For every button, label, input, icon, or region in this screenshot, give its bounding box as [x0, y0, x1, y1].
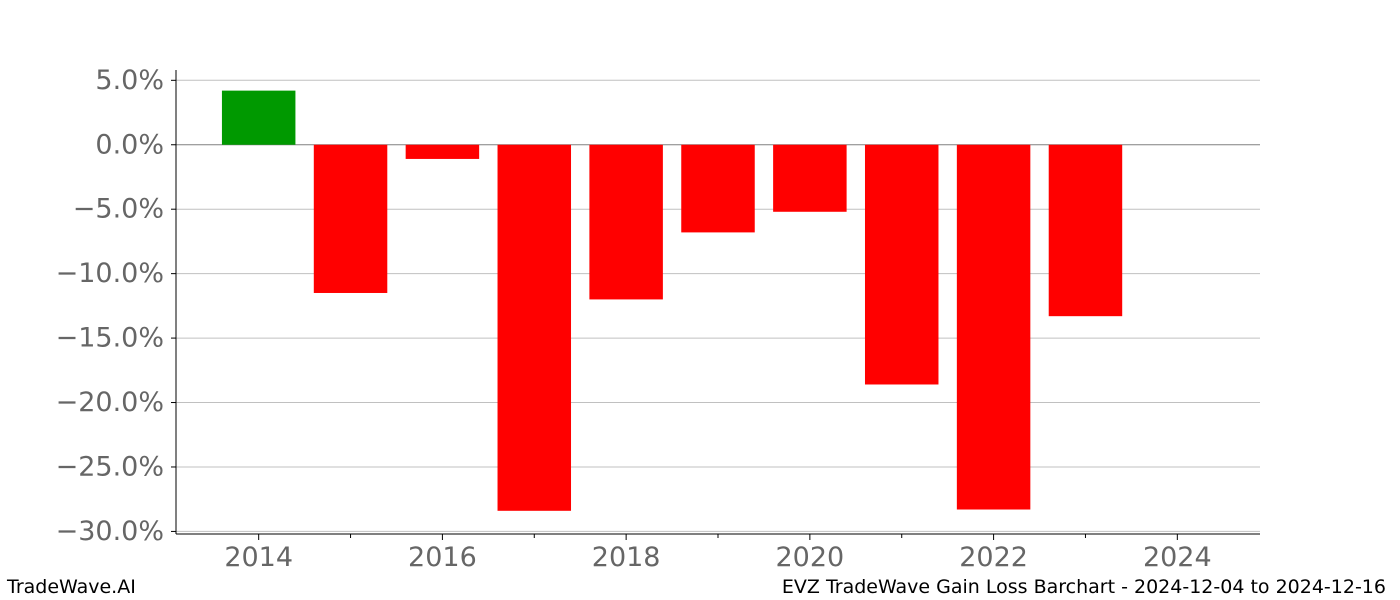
y-tick-label: −30.0%: [56, 516, 164, 547]
x-tick-label: 2018: [592, 542, 661, 573]
y-tick-label: −20.0%: [56, 387, 164, 418]
x-axis-ticks: 2014 2016 2018 2020 2022 2024: [224, 534, 1212, 573]
bar-2016: [405, 144, 480, 159]
bar-2018: [589, 144, 663, 300]
y-tick-label: −10.0%: [56, 258, 164, 289]
bar-2017: [497, 144, 572, 511]
bar-2015: [313, 144, 388, 293]
y-axis-ticks: 5.0% 0.0% −5.0% −10.0% −15.0% −20.0% −25.0% −30…: [56, 65, 176, 547]
bar-2019: [681, 144, 755, 233]
bar-2023: [1048, 144, 1123, 317]
y-tick-label: −5.0%: [73, 194, 164, 225]
x-tick-label: 2016: [408, 542, 477, 573]
bars: [221, 90, 1123, 511]
y-tick-label: −15.0%: [56, 323, 164, 354]
chart-caption: EVZ TradeWave Gain Loss Barchart - 2024-…: [781, 576, 1386, 598]
x-tick-label: 2024: [1143, 542, 1212, 573]
y-tick-label: 0.0%: [95, 129, 164, 160]
y-tick-label: −25.0%: [56, 451, 164, 482]
bar-2014: [221, 90, 296, 145]
bar-2020: [773, 144, 847, 212]
brand-label: TradeWave.AI: [7, 576, 136, 598]
bar-2021: [864, 144, 939, 385]
y-tick-label: 5.0%: [95, 65, 164, 96]
bar-2022: [956, 144, 1031, 510]
x-tick-label: 2014: [224, 542, 293, 573]
x-tick-label: 2022: [959, 542, 1028, 573]
x-tick-label: 2020: [776, 542, 845, 573]
